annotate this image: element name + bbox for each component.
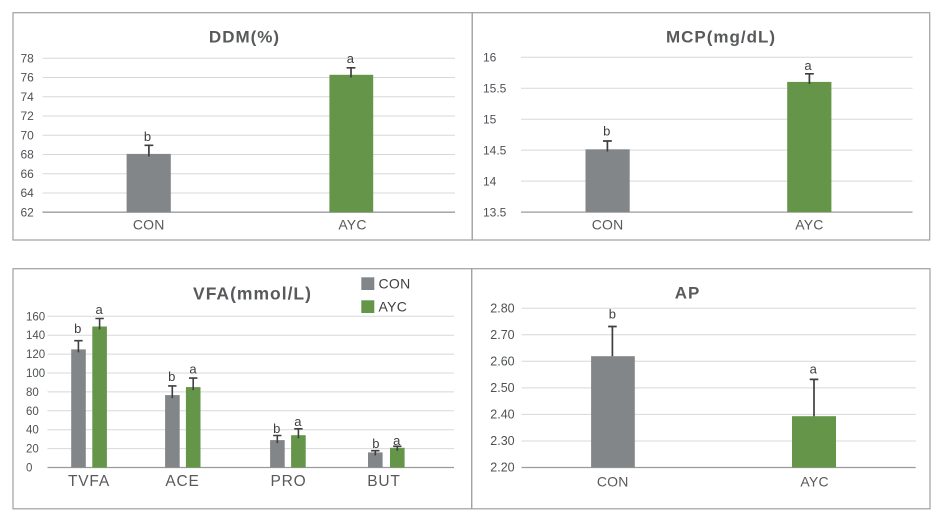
svg-text:0: 0 xyxy=(26,463,32,475)
svg-text:100: 100 xyxy=(26,368,45,380)
svg-text:13.5: 13.5 xyxy=(483,205,507,219)
svg-text:a: a xyxy=(347,51,355,66)
svg-text:78: 78 xyxy=(21,51,35,65)
svg-text:CON: CON xyxy=(592,217,624,233)
svg-text:b: b xyxy=(168,369,175,384)
svg-text:2.50: 2.50 xyxy=(490,381,514,395)
svg-text:76: 76 xyxy=(21,71,35,85)
svg-text:72: 72 xyxy=(21,109,35,123)
svg-text:b: b xyxy=(603,124,610,139)
svg-text:VFA(mmol/L): VFA(mmol/L) xyxy=(193,284,312,304)
svg-text:DDM(%): DDM(%) xyxy=(209,28,280,47)
svg-text:15.5: 15.5 xyxy=(483,81,507,95)
svg-text:2.30: 2.30 xyxy=(490,434,514,448)
svg-text:68: 68 xyxy=(21,148,35,162)
svg-text:b: b xyxy=(74,321,81,336)
svg-text:160: 160 xyxy=(26,311,45,323)
svg-text:62: 62 xyxy=(21,205,35,219)
svg-text:60: 60 xyxy=(26,406,39,418)
svg-text:AYC: AYC xyxy=(800,474,828,490)
svg-text:b: b xyxy=(609,307,616,322)
svg-text:2.40: 2.40 xyxy=(490,408,514,422)
svg-text:PRO: PRO xyxy=(271,473,307,490)
svg-text:a: a xyxy=(804,58,812,73)
svg-text:b: b xyxy=(144,129,151,144)
svg-text:AYC: AYC xyxy=(338,217,366,233)
svg-text:140: 140 xyxy=(26,330,45,342)
svg-text:MCP(mg/dL): MCP(mg/dL) xyxy=(666,28,776,47)
svg-text:2.60: 2.60 xyxy=(490,355,514,369)
svg-text:66: 66 xyxy=(21,167,35,181)
svg-text:ACE: ACE xyxy=(165,473,199,490)
svg-text:2.80: 2.80 xyxy=(490,301,514,315)
svg-text:TVFA: TVFA xyxy=(68,473,110,490)
svg-text:20: 20 xyxy=(26,444,39,456)
svg-text:15: 15 xyxy=(483,112,497,126)
svg-text:74: 74 xyxy=(21,90,35,104)
svg-text:a: a xyxy=(189,362,197,377)
svg-text:a: a xyxy=(393,433,401,448)
svg-text:a: a xyxy=(810,362,818,377)
svg-text:CON: CON xyxy=(597,474,629,490)
svg-text:120: 120 xyxy=(26,349,45,361)
svg-text:70: 70 xyxy=(21,128,35,142)
svg-text:a: a xyxy=(95,302,103,317)
svg-text:BUT: BUT xyxy=(367,473,400,490)
svg-text:AYC: AYC xyxy=(795,217,823,233)
svg-text:CON: CON xyxy=(379,275,411,291)
svg-text:2.20: 2.20 xyxy=(490,461,514,475)
svg-text:b: b xyxy=(273,421,280,436)
svg-text:14.5: 14.5 xyxy=(483,143,507,157)
svg-text:a: a xyxy=(294,414,302,429)
svg-text:14: 14 xyxy=(483,174,497,188)
svg-text:AYC: AYC xyxy=(379,298,408,314)
svg-text:2.70: 2.70 xyxy=(490,328,514,342)
svg-text:AP: AP xyxy=(675,284,701,303)
svg-text:b: b xyxy=(372,436,379,451)
svg-text:16: 16 xyxy=(483,51,497,65)
svg-text:40: 40 xyxy=(26,425,39,437)
svg-text:CON: CON xyxy=(133,217,165,233)
svg-text:64: 64 xyxy=(21,186,35,200)
svg-text:80: 80 xyxy=(26,387,39,399)
